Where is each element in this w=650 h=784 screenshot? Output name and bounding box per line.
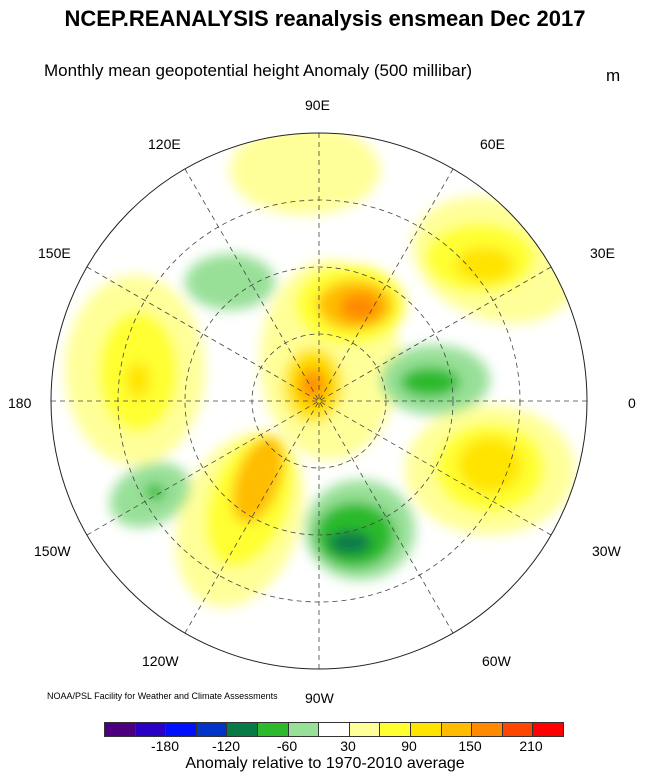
colorbar-swatch [410, 723, 442, 736]
lon-label-120e: 120E [148, 136, 181, 152]
colorbar-swatch [441, 723, 473, 736]
colorbar-swatch [533, 723, 563, 736]
colorbar-swatch [227, 723, 258, 736]
anomaly-field [51, 133, 587, 669]
colorbar-tick: -60 [276, 738, 298, 754]
graticule [51, 133, 587, 669]
lon-label-30w: 30W [592, 543, 621, 559]
lon-label-120w: 120W [142, 653, 179, 669]
lon-label-90e: 90E [305, 97, 330, 113]
colorbar-tick: -120 [211, 738, 241, 754]
colorbar-swatch [349, 723, 381, 736]
colorbar-swatch [472, 723, 503, 736]
lon-label-0: 0 [628, 395, 636, 411]
figure-title: NCEP.REANALYSIS reanalysis ensmean Dec 2… [64, 6, 586, 31]
colorbar-tick: 90 [401, 738, 417, 754]
lon-label-90w: 90W [305, 690, 334, 706]
lon-label-30e: 30E [590, 245, 615, 261]
colorbar-swatch [380, 723, 411, 736]
lon-label-150e: 150E [38, 245, 71, 261]
colorbar [104, 722, 564, 737]
colorbar-tick: 150 [458, 738, 482, 754]
lon-label-60w: 60W [482, 653, 511, 669]
colorbar-tick: 210 [519, 738, 543, 754]
colorbar-swatch [196, 723, 228, 736]
colorbar-swatch [257, 723, 289, 736]
colorbar-swatch [105, 723, 136, 736]
units-label: m [606, 66, 621, 85]
colorbar-swatch [288, 723, 320, 736]
colorbar-swatch [502, 723, 534, 736]
colorbar-swatch [166, 723, 197, 736]
colorbar-tick: 30 [340, 738, 356, 754]
lon-label-60e: 60E [480, 136, 505, 152]
map-boundary [50, 132, 588, 670]
colorbar-swatch [135, 723, 167, 736]
lon-label-180: 180 [8, 395, 32, 411]
figure-subtitle: Monthly mean geopotential height Anomaly… [44, 61, 473, 80]
credit-text: NOAA/PSL Facility for Weather and Climat… [47, 691, 278, 701]
colorbar-tick: -180 [150, 738, 180, 754]
colorbar-swatch [319, 723, 350, 736]
lon-label-150w: 150W [34, 543, 71, 559]
colorbar-label: Anomaly relative to 1970-2010 average [185, 755, 465, 772]
